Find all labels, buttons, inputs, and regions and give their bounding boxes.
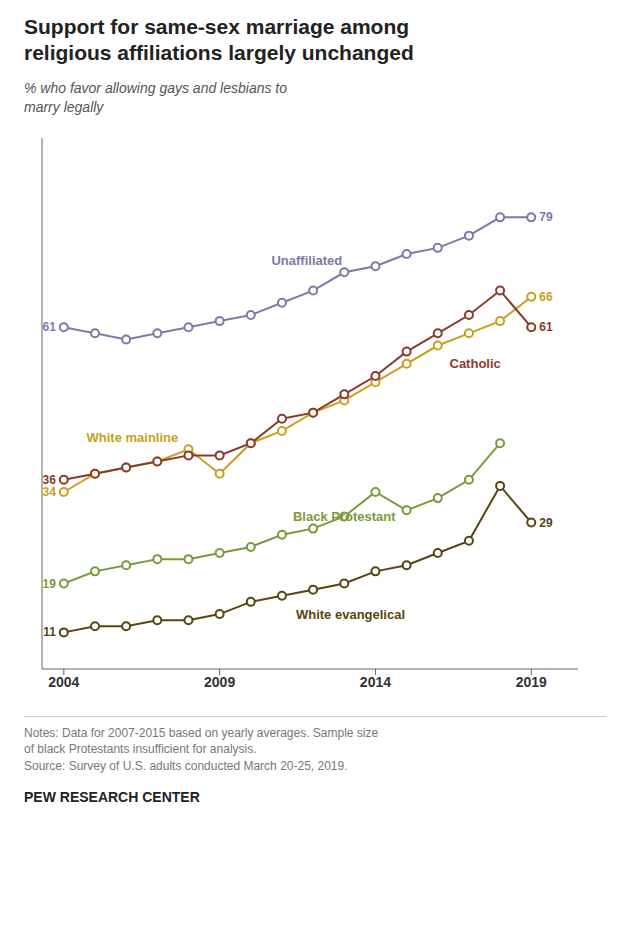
svg-text:29: 29: [539, 515, 553, 529]
svg-text:79: 79: [539, 210, 553, 224]
svg-text:19: 19: [42, 576, 56, 590]
html-text:Support for same-sex marriage: Support for same-sex marriage among reli…: [24, 15, 414, 65]
html-text:% who favor allowing gays and: % who favor allowing gays and lesbians t…: [24, 79, 287, 116]
svg-text:61: 61: [539, 320, 553, 334]
svg-text:2019: 2019: [516, 674, 547, 690]
svg-text:2014: 2014: [360, 674, 391, 690]
svg-text:2004: 2004: [48, 674, 79, 690]
html-text:Notes: Data for 2007-2015 base: Notes: Data for 2007-2015 based on yearl…: [24, 725, 379, 774]
html-text:PEW RESEARCH CENTER: PEW RESEARCH CENTER: [24, 789, 200, 806]
svg-text:Unaffiliated: Unaffiliated: [271, 252, 342, 267]
svg-text:61: 61: [42, 320, 56, 334]
svg-text:34: 34: [42, 485, 56, 499]
svg-text:Catholic: Catholic: [450, 356, 501, 371]
svg-text:White mainline: White mainline: [87, 429, 179, 444]
svg-text:2009: 2009: [204, 674, 235, 690]
svg-text:White evangelical: White evangelical: [296, 606, 405, 621]
svg-text:Black Protestant: Black Protestant: [293, 509, 396, 524]
svg-text:36: 36: [42, 472, 56, 486]
svg-text:11: 11: [43, 625, 56, 639]
svg-text:66: 66: [539, 289, 553, 303]
